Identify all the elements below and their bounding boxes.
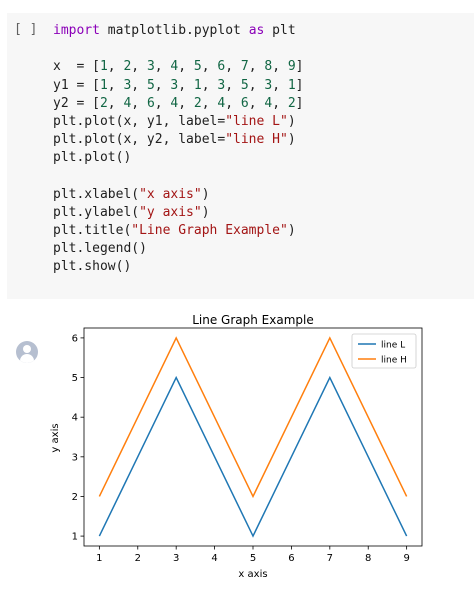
x-axis-ticks: 1 2 3 4 5 6 7 8 9 <box>96 546 410 564</box>
x-tick-label: 7 <box>327 553 333 564</box>
y-axis-ticks: 1 2 3 4 5 6 <box>72 333 84 543</box>
x-tick-label: 3 <box>173 553 179 564</box>
code-line: plt.legend() <box>53 241 147 257</box>
x-tick-label: 2 <box>135 553 141 564</box>
y-axis-label: y axis <box>50 423 61 452</box>
code-line: plt.plot(x, y2, label="line H") <box>53 132 296 148</box>
x-tick-label: 4 <box>211 553 217 564</box>
line-chart: Line Graph Example 1 2 3 4 5 6 1 2 3 4 5 6 7 8 9 x ax… <box>50 313 423 580</box>
code-line <box>53 40 304 58</box>
code-line: plt.xlabel("x axis") <box>53 186 210 202</box>
series-line <box>98 375 408 538</box>
x-tick-label: 8 <box>365 553 371 564</box>
code-line: plt.plot(x, y1, label="line L") <box>53 113 296 129</box>
code-line: plt.plot() <box>53 150 132 166</box>
code-line: import matplotlib.pyplot as plt <box>53 23 296 38</box>
series-lines <box>98 336 408 538</box>
x-tick-label: 6 <box>288 553 294 564</box>
y-tick-label: 1 <box>72 532 78 543</box>
code-line: plt.title("Line Graph Example") <box>53 223 296 239</box>
code-line: plt.show() <box>53 259 132 275</box>
legend-label: line L <box>381 341 405 351</box>
run-cell-button[interactable]: [ ] <box>14 22 38 37</box>
legend: line L line H <box>351 333 417 369</box>
code-editor[interactable]: import matplotlib.pyplot as plt x = [1, … <box>53 22 304 277</box>
y-tick-label: 3 <box>72 452 78 463</box>
y-tick-label: 4 <box>72 413 78 424</box>
series-line <box>98 336 408 499</box>
user-avatar-icon <box>16 341 38 363</box>
y-tick-label: 5 <box>72 373 78 384</box>
code-line: y1 = [1, 3, 5, 3, 1, 3, 5, 3, 1] <box>53 77 304 93</box>
y-tick-label: 6 <box>72 333 78 344</box>
chart-title: Line Graph Example <box>192 313 314 327</box>
code-cell[interactable] <box>7 13 474 299</box>
x-tick-label: 1 <box>96 553 102 564</box>
y-tick-label: 2 <box>72 492 78 503</box>
code-line <box>53 168 304 186</box>
x-axis-label: x axis <box>238 569 267 580</box>
x-tick-label: 9 <box>403 553 409 564</box>
code-line: x = [1, 2, 3, 4, 5, 6, 7, 8, 9] <box>53 59 304 75</box>
code-line: y2 = [2, 4, 6, 4, 2, 4, 6, 4, 2] <box>53 95 304 111</box>
code-line: plt.ylabel("y axis") <box>53 204 210 220</box>
x-tick-label: 5 <box>250 553 256 564</box>
legend-label: line H <box>381 356 407 366</box>
